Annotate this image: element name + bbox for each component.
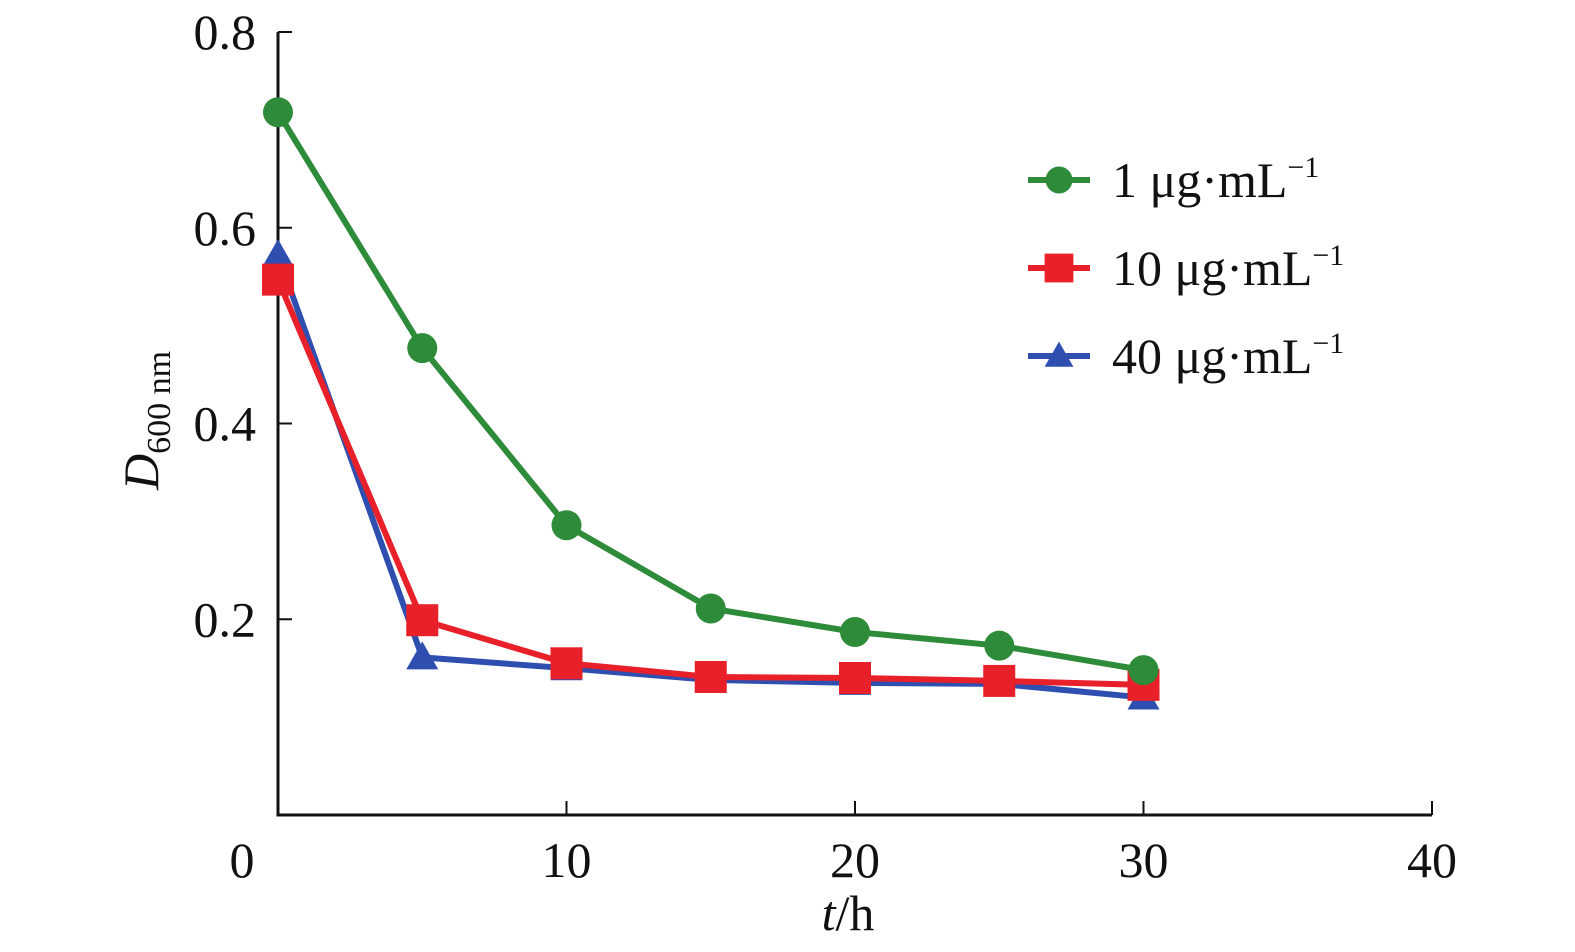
data-point (406, 641, 439, 670)
axes: 0.2 0.4 0.6 0.8 0 10 20 30 40 (194, 4, 1458, 888)
legend-marker (1044, 253, 1074, 283)
series-layer (262, 97, 1160, 710)
series-square (262, 263, 1160, 701)
x-axis-title-var: t (822, 885, 837, 941)
data-point (407, 333, 438, 364)
legend-marker (1044, 341, 1074, 367)
data-point (839, 661, 871, 694)
x-tick-label: 40 (1407, 832, 1457, 888)
x-tick-label: 30 (1119, 832, 1169, 888)
legend-label: 1 μg·mL−1 (1112, 151, 1319, 208)
x-axis-title-unit: /h (836, 885, 875, 941)
x-tick-label: 20 (830, 832, 880, 888)
data-point (984, 630, 1015, 661)
legend-marker (1045, 166, 1073, 194)
y-tick-label: 0.8 (194, 4, 257, 60)
legend-label: 10 μg·mL−1 (1112, 239, 1344, 296)
y-tick-label: 0.6 (194, 200, 257, 256)
data-point (1128, 655, 1159, 686)
y-axis-title-var: D (113, 454, 169, 491)
data-point (550, 647, 583, 680)
y-axis-title-sub: 600 nm (141, 351, 178, 454)
x-tick-label: 0 (230, 832, 255, 888)
y-tick-label: 0.4 (194, 396, 257, 452)
legend-label-sup: −1 (1287, 151, 1319, 184)
data-point (262, 263, 294, 296)
legend-label-main: 10 μg·mL (1112, 240, 1312, 296)
legend-label-sup: −1 (1312, 239, 1344, 272)
data-point (551, 510, 582, 541)
legend-label-main: 1 μg·mL (1112, 152, 1287, 208)
y-axis-title: D600 nm (113, 351, 178, 491)
legend-label: 40 μg·mL−1 (1112, 327, 1344, 384)
legend-item: 10 μg·mL−1 (1028, 239, 1344, 296)
legend-item: 1 μg·mL−1 (1028, 151, 1319, 208)
data-point (983, 664, 1016, 697)
series-circle (263, 97, 1159, 686)
data-point (840, 616, 870, 647)
legend-label-main: 40 μg·mL (1112, 328, 1312, 384)
y-tick-label: 0.2 (194, 591, 257, 647)
x-axis-title: t/h (822, 885, 875, 941)
legend-item: 40 μg·mL−1 (1028, 327, 1344, 384)
x-tick-label: 10 (542, 832, 592, 888)
legend: 1 μg·mL−110 μg·mL−140 μg·mL−1 (1028, 151, 1344, 384)
data-point (406, 604, 439, 637)
data-point (694, 660, 727, 693)
legend-label-sup: −1 (1312, 327, 1344, 360)
data-point (263, 97, 293, 128)
data-point (262, 239, 294, 268)
data-point (695, 593, 726, 624)
